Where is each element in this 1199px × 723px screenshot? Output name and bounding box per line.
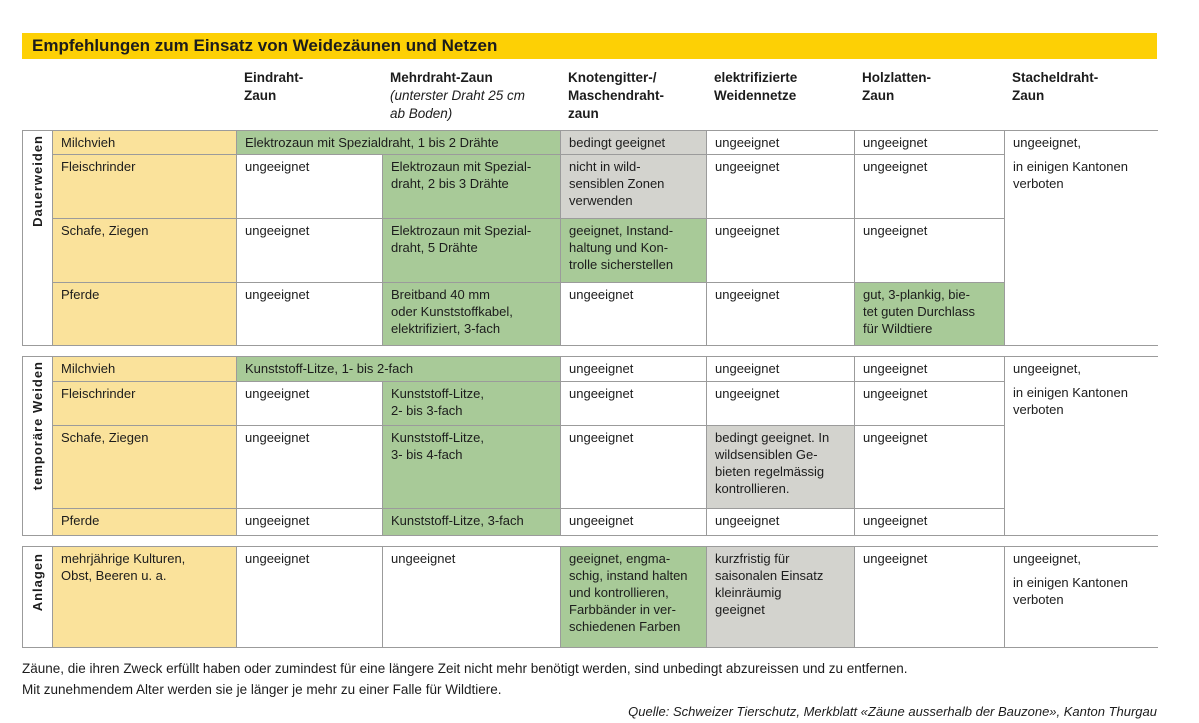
table-cell: ungeeignet: [236, 281, 383, 346]
row-label-fleischrinder: Fleischrinder: [52, 153, 237, 219]
table-cell: nicht in wild- sensiblen Zonen verwenden: [560, 153, 708, 219]
row-label-schafe-ziegen: Schafe, Ziegen: [52, 217, 237, 283]
source-credit: Quelle: Schweizer Tierschutz, Merkblatt …: [628, 704, 1157, 719]
footer-note-1: Zäune, die ihren Zweck erfüllt haben ode…: [22, 660, 908, 676]
column-header-mehrdraht: Mehrdraht-Zaun (unterster Draht 25 cm ab …: [382, 63, 560, 128]
row-label-milchvieh: Milchvieh: [52, 129, 237, 155]
table-cell: ungeeignet: [236, 545, 383, 648]
table-cell: ungeeignet: [560, 355, 707, 382]
table-cell: ungeeignet: [236, 424, 383, 509]
table-cell: Breitband 40 mm oder Kunststoffkabel, el…: [381, 281, 562, 346]
table-cell: geeignet, engma- schig, instand halten u…: [560, 545, 707, 648]
table-cell: ungeeignet: [854, 424, 1005, 509]
table-cell: ungeeignet: [706, 507, 855, 536]
table-cell: ungeeignet: [560, 507, 707, 536]
group-label-dauerweiden: Dauerweiden: [29, 134, 45, 227]
group-label-cell: Dauerweiden: [22, 129, 53, 346]
table-cell: Elektrozaun mit Spezial- draht, 5 Drähte: [381, 217, 562, 283]
table-cell: ungeeignet: [560, 380, 707, 426]
column-header-knotengitter: Knotengitter-/ Maschendraht- zaun: [568, 70, 665, 122]
table-cell: ungeeignet: [236, 153, 383, 219]
group-label-temporaere-weiden: temporäre Weiden: [29, 360, 45, 490]
table-cell: ungeeignet: [706, 129, 856, 155]
column-header-weidennetze: elektrifizierte Weidennetze: [714, 70, 798, 104]
column-header-mehrdraht-title: Mehrdraht-Zaun: [390, 70, 493, 85]
page-title: Empfehlungen zum Einsatz von Weidezäunen…: [22, 33, 1157, 59]
group-label-anlagen: Anlagen: [29, 552, 45, 612]
table-cell: Kunststoff-Litze, 2- bis 3-fach: [382, 380, 561, 426]
table-cell: Kunststoff-Litze, 1- bis 2-fach: [236, 355, 561, 382]
table-cell: ungeeignet: [236, 507, 383, 536]
footer: Zäune, die ihren Zweck erfüllt haben ode…: [22, 658, 1179, 719]
table-cell: geeignet, Instand- haltung und Kon- trol…: [560, 217, 708, 283]
table-cell: bedingt geeignet: [560, 129, 708, 155]
row-label-kulturen: mehrjährige Kulturen, Obst, Beeren u. a.: [52, 545, 237, 648]
stachel-line2: in einigen Kantonen verboten: [1013, 574, 1128, 608]
column-header-mehrdraht-subtitle: (unterster Draht 25 cm ab Boden): [390, 88, 526, 122]
stachel-line2: in einigen Kantonen verboten: [1013, 158, 1128, 191]
table-cell: gut, 3-plankig, bie- tet guten Durchlass…: [854, 281, 1006, 346]
table-cell: ungeeignet: [854, 380, 1005, 426]
group-label-cell: temporäre Weiden: [22, 355, 53, 536]
stachel-line1: ungeeignet,: [1013, 550, 1081, 566]
row-label-pferde: Pferde: [52, 507, 237, 536]
table-cell: ungeeignet: [854, 545, 1005, 648]
table-cell: ungeeignet: [854, 355, 1005, 382]
table-cell: ungeeignet: [560, 281, 708, 346]
table-cell: ungeeignet: [854, 129, 1006, 155]
header-spacer: [22, 63, 52, 128]
group-label-cell: Anlagen: [22, 545, 53, 648]
header-spacer: [52, 63, 236, 128]
table-cell: ungeeignet: [706, 380, 855, 426]
table-cell: kurzfristig für saisonalen Einsatz klein…: [706, 545, 855, 648]
column-header-row: Eindraht- Zaun Mehrdraht-Zaun (unterster …: [22, 63, 1157, 128]
table-cell: ungeeignet: [706, 153, 856, 219]
table-cell: ungeeignet: [236, 217, 383, 283]
table-cell: ungeeignet: [706, 355, 855, 382]
table-cell-stacheldraht: ungeeignet, in einigen Kantonen verboten: [1004, 129, 1158, 346]
table-cell: Kunststoff-Litze, 3-fach: [382, 507, 561, 536]
footer-note-2: Mit zunehmendem Alter werden sie je läng…: [22, 682, 502, 698]
table-cell: ungeeignet: [854, 217, 1006, 283]
column-header-stacheldraht: Stacheldraht- Zaun: [1012, 70, 1099, 104]
table-cell-stacheldraht: ungeeignet, in einigen Kantonen verboten: [1004, 545, 1158, 648]
table-cell: Kunststoff-Litze, 3- bis 4-fach: [382, 424, 561, 509]
column-header-eindraht: Eindraht- Zaun: [244, 70, 304, 104]
row-label-fleischrinder: Fleischrinder: [52, 380, 237, 426]
stachel-line2: in einigen Kantonen verboten: [1013, 384, 1128, 418]
table-group-dauerweiden: Dauerweiden Milchvieh Elektrozaun mit Sp…: [22, 129, 1158, 346]
table-group-temporaere-weiden: temporäre Weiden Milchvieh Kunststoff-Li…: [22, 355, 1158, 536]
row-label-schafe-ziegen: Schafe, Ziegen: [52, 424, 237, 509]
table-cell: Elektrozaun mit Spezial- draht, 2 bis 3 …: [381, 153, 562, 219]
row-label-pferde: Pferde: [52, 281, 237, 346]
table-cell: ungeeignet: [706, 281, 856, 346]
table-cell-stacheldraht: ungeeignet, in einigen Kantonen verboten: [1004, 355, 1158, 536]
row-label-milchvieh: Milchvieh: [52, 355, 237, 382]
table-cell: ungeeignet: [236, 380, 383, 426]
table-cell: ungeeignet: [560, 424, 707, 509]
table-cell: ungeeignet: [854, 507, 1005, 536]
stachel-line1: ungeeignet,: [1013, 134, 1081, 150]
stachel-line1: ungeeignet,: [1013, 360, 1081, 376]
table-cell: bedingt geeignet. In wildsensiblen Ge- b…: [706, 424, 855, 509]
table-cell: ungeeignet: [854, 153, 1006, 219]
table-group-anlagen: Anlagen mehrjährige Kulturen, Obst, Beer…: [22, 545, 1158, 648]
table-cell: ungeeignet: [382, 545, 561, 648]
table-cell: ungeeignet: [706, 217, 856, 283]
column-header-holzlatten: Holzlatten- Zaun: [862, 70, 931, 104]
table-cell: Elektrozaun mit Spezialdraht, 1 bis 2 Dr…: [235, 129, 562, 155]
